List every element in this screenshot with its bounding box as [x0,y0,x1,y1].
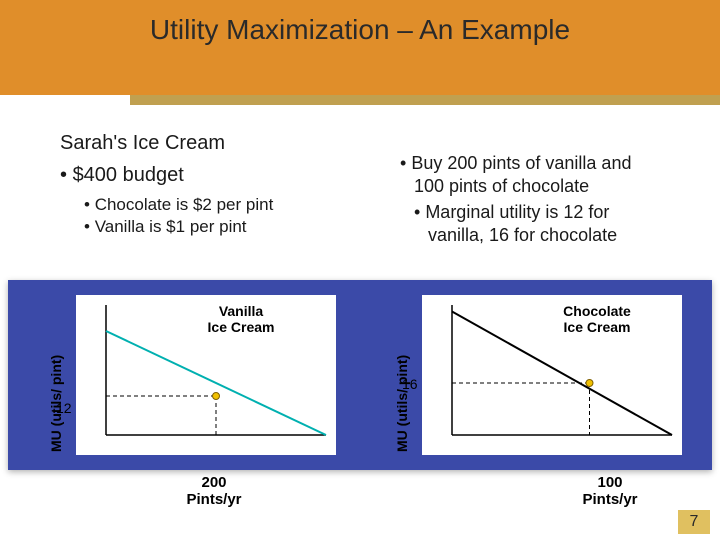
vanilla-y-tick: 12 [56,400,72,416]
vanilla-x-label: 200 Pints/yr [164,474,264,508]
choc-price: Chocolate is $2 per pint [95,195,274,214]
page-number: 7 [678,510,710,534]
left-heading: Sarah's Ice Cream [60,130,273,156]
vanilla-chart-title: VanillaIce Cream [196,303,286,335]
chocolate-y-label: MU (utils/ pint) [394,355,410,452]
van-price: Vanilla is $1 per pint [95,217,247,236]
buy-line2: 100 pints of chocolate [414,176,589,196]
vanilla-chart: VanillaIce Cream [76,295,336,455]
mu-line2: vanilla, 16 for chocolate [428,225,617,245]
header-underline [130,95,720,105]
buy-line1: Buy 200 pints of vanilla and [411,153,631,173]
chocolate-chart-title: ChocolateIce Cream [552,303,642,335]
mu-line1: Marginal utility is 12 for [425,202,609,222]
chocolate-x-tick: 100 [560,474,660,491]
chocolate-x-label: 100 Pints/yr [560,474,660,508]
chocolate-x-unit: Pints/yr [560,491,660,508]
left-bullets: Sarah's Ice Cream • $400 budget • Chocol… [60,130,273,238]
right-bullets: • Buy 200 pints of vanilla and 100 pints… [400,152,700,246]
chocolate-chart: ChocolateIce Cream [422,295,682,455]
chocolate-y-tick: 16 [402,376,418,392]
vanilla-x-tick: 200 [164,474,264,491]
vanilla-x-unit: Pints/yr [164,491,264,508]
budget-text: $400 budget [73,164,184,186]
slide-title: Utility Maximization – An Example [0,14,720,46]
